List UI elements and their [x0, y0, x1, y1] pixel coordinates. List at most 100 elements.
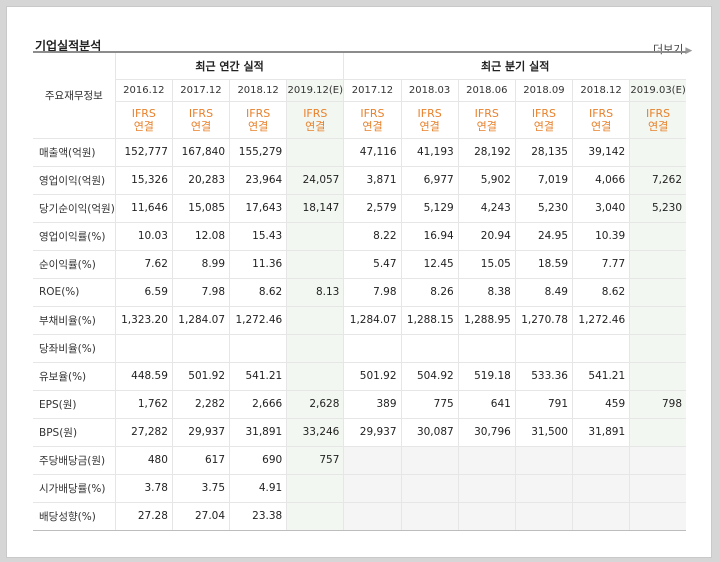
- row-label: 배당성향(%): [33, 501, 116, 531]
- row-label: 당기순이익(억원): [33, 193, 116, 223]
- quarter-cell: [629, 305, 686, 335]
- quarter-cell: 5,129: [400, 193, 459, 223]
- annual-cell: [286, 305, 345, 335]
- quarter-cell-na: [629, 473, 686, 503]
- annual-cell: 7.98: [171, 277, 231, 307]
- ifrs-label: IFRS: [531, 106, 557, 120]
- ifrs-label: IFRS: [246, 106, 271, 120]
- annual-cell: 1,272.46: [229, 305, 288, 335]
- annual-cell: [286, 501, 345, 531]
- consolidated-label: 연결: [362, 119, 383, 133]
- quarter-cell: 541.21: [571, 361, 631, 391]
- annual-cell: [286, 249, 345, 279]
- ifrs-badge: IFRS 연결: [400, 100, 459, 139]
- annual-cell: 33,246: [286, 417, 345, 447]
- quarter-cell: [343, 333, 402, 363]
- annual-cell: 1,762: [114, 389, 173, 419]
- annual-cell: 17,643: [229, 193, 288, 223]
- table-row: 당기순이익(억원) 11,646 15,085 17,643 18,147 2,579 5,…: [33, 193, 686, 223]
- quarter-cell-na: [514, 501, 574, 531]
- quarter-cell: [629, 277, 686, 307]
- annual-cell: 2,282: [171, 389, 231, 419]
- ifrs-badge: IFRS 연결: [457, 100, 516, 139]
- table-row: 영업이익률(%) 10.03 12.08 15.43 8.22 16.94 20.94 24.…: [33, 221, 686, 251]
- quarter-cell-na: [571, 501, 631, 531]
- quarter-cell: 6,977: [400, 165, 459, 195]
- row-label: 부채비율(%): [33, 305, 116, 335]
- quarter-cell: 5,902: [457, 165, 516, 195]
- annual-cell: 4.91: [229, 473, 288, 503]
- annual-cell: 31,891: [229, 417, 288, 447]
- quarter-cell: [629, 361, 686, 391]
- quarter-cell: 30,796: [457, 417, 516, 447]
- consolidated-label: 연결: [647, 119, 669, 133]
- quarter-cell-na: [457, 501, 516, 531]
- annual-group-header: 최근 연간 실적: [114, 51, 345, 80]
- consolidated-label: 연결: [305, 119, 326, 133]
- table-row: 당좌비율(%): [33, 333, 686, 363]
- ifrs-badge: IFRS 연결: [114, 100, 173, 139]
- annual-cell: 20,283: [171, 165, 231, 195]
- annual-cell: 6.59: [114, 277, 173, 307]
- annual-cell: 617: [171, 445, 231, 475]
- ifrs-badge: IFRS 연결: [171, 100, 231, 139]
- quarter-cell: 7,262: [629, 165, 686, 195]
- quarter-cell: 8.22: [343, 221, 402, 251]
- quarter-cell: 8.38: [457, 277, 516, 307]
- quarter-cell: 389: [343, 389, 402, 419]
- quarter-cell: [571, 333, 631, 363]
- quarter-cell: 39,142: [571, 137, 631, 167]
- quarter-cell: [457, 333, 516, 363]
- annual-cell: 8.62: [229, 277, 288, 307]
- row-label: 당좌비율(%): [33, 333, 116, 363]
- ifrs-label: IFRS: [588, 106, 614, 120]
- ifrs-label: IFRS: [303, 106, 328, 120]
- annual-cell: [286, 361, 345, 391]
- quarter-cell: 641: [457, 389, 516, 419]
- period-header: 2019.12(E): [286, 78, 345, 102]
- quarter-cell: 5,230: [514, 193, 574, 223]
- table-row: 부채비율(%) 1,323.20 1,284.07 1,272.46 1,284.07 1…: [33, 305, 686, 335]
- quarter-cell-na: [571, 445, 631, 475]
- quarter-cell: 3,871: [343, 165, 402, 195]
- quarter-cell-na: [343, 473, 402, 503]
- table-row: BPS(원) 27,282 29,937 31,891 33,246 29,937 30,0…: [33, 417, 686, 447]
- annual-cell: 15.43: [229, 221, 288, 251]
- quarter-cell: 47,116: [343, 137, 402, 167]
- quarter-cell: [629, 249, 686, 279]
- quarter-cell: 31,500: [514, 417, 574, 447]
- annual-cell: 3.75: [171, 473, 231, 503]
- quarter-cell: 8.49: [514, 277, 574, 307]
- section-title: 기업실적분석: [35, 39, 102, 53]
- quarter-cell: 41,193: [400, 137, 459, 167]
- table-row: 시가배당률(%) 3.78 3.75 4.91: [33, 473, 686, 503]
- quarter-cell: 24.95: [514, 221, 574, 251]
- quarter-cell: 31,891: [571, 417, 631, 447]
- quarter-cell: 18.59: [514, 249, 574, 279]
- ifrs-label: IFRS: [360, 106, 385, 120]
- annual-cell: 1,323.20: [114, 305, 173, 335]
- quarter-cell: [629, 221, 686, 251]
- quarter-cell: [400, 333, 459, 363]
- quarter-cell: 20.94: [457, 221, 516, 251]
- consolidated-label: 연결: [476, 119, 497, 133]
- period-header: 2017.12: [171, 78, 231, 102]
- quarter-cell-na: [457, 473, 516, 503]
- quarter-cell: 28,135: [514, 137, 574, 167]
- row-label: BPS(원): [33, 417, 116, 447]
- quarter-cell: 1,284.07: [343, 305, 402, 335]
- annual-cell: 24,057: [286, 165, 345, 195]
- annual-cell: 3.78: [114, 473, 173, 503]
- annual-cell: 11.36: [229, 249, 288, 279]
- quarter-cell: 775: [400, 389, 459, 419]
- annual-cell: [286, 473, 345, 503]
- period-header: 2018.03: [400, 78, 459, 102]
- annual-cell: 23.38: [229, 501, 288, 531]
- annual-cell: 7.62: [114, 249, 173, 279]
- quarter-cell: [629, 417, 686, 447]
- period-header: 2016.12: [114, 78, 173, 102]
- annual-cell: 690: [229, 445, 288, 475]
- chevron-right-icon: ▶: [685, 46, 693, 56]
- quarter-cell: 504.92: [400, 361, 459, 391]
- quarter-cell: [514, 333, 574, 363]
